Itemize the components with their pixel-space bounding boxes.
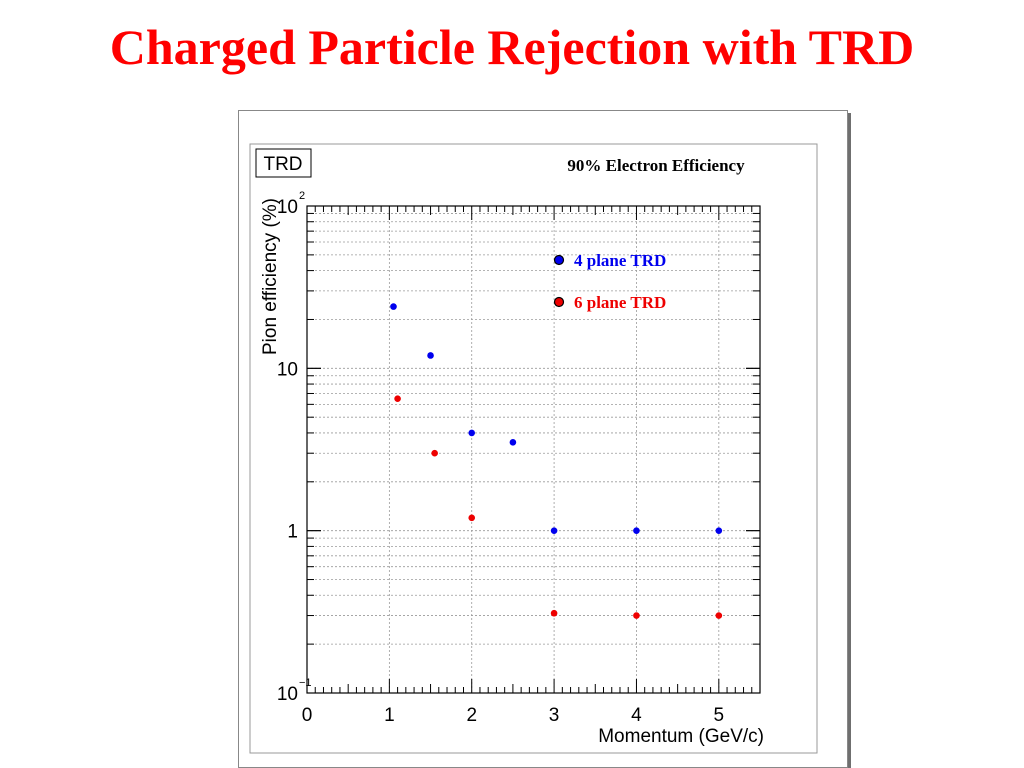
point-4-plane-trd: [633, 527, 640, 534]
y-tick-label-exponent: 2: [299, 190, 305, 202]
axes-box: [306, 205, 761, 694]
x-tick-label: 4: [631, 705, 642, 726]
point-6-plane-trd: [633, 612, 640, 619]
point-6-plane-trd: [715, 612, 723, 619]
x-axis-label: Momentum (GeV/c): [598, 726, 764, 747]
panel-label-box: [255, 148, 312, 178]
x-tick-label: 3: [549, 705, 560, 726]
plot-frame: [249, 143, 818, 754]
legend-marker-4-plane-trd: [553, 254, 565, 266]
x-tick-label: 2: [466, 705, 477, 726]
point-4-plane-trd: [427, 352, 434, 359]
y-tick-label: 1: [287, 522, 298, 543]
panel-label: TRD: [263, 154, 302, 175]
axis-ticks: [306, 205, 761, 694]
y-tick-label: 10: [277, 197, 298, 218]
chart-title: 90% Electron Efficiency: [567, 156, 745, 175]
point-4-plane-trd: [715, 527, 723, 534]
slide-title: Charged Particle Rejection with TRD: [109, 19, 915, 75]
legend-marker-6-plane-trd: [553, 296, 565, 308]
data-points: [390, 303, 723, 619]
point-4-plane-trd: [509, 439, 517, 446]
point-4-plane-trd: [390, 303, 397, 310]
y-tick-label: 10: [277, 359, 298, 380]
point-6-plane-trd: [468, 514, 476, 522]
x-tick-label: 1: [384, 705, 395, 726]
y-axis-label: Pion efficiency (%): [260, 198, 281, 355]
x-tick-label: 0: [302, 705, 313, 726]
point-6-plane-trd: [550, 609, 558, 617]
point-6-plane-trd: [394, 395, 401, 403]
y-tick-label: 10: [277, 684, 298, 705]
x-tick-label: 5: [714, 705, 725, 726]
legend-label-6-plane-trd: 6 plane TRD: [574, 293, 666, 312]
point-4-plane-trd: [468, 429, 476, 437]
y-tick-label-exponent: −1: [299, 677, 312, 689]
legend-label-4-plane-trd: 4 plane TRD: [574, 251, 666, 270]
point-4-plane-trd: [550, 527, 558, 534]
legend: 4 plane TRD 6 plane TRD: [553, 251, 666, 312]
point-6-plane-trd: [431, 449, 438, 457]
